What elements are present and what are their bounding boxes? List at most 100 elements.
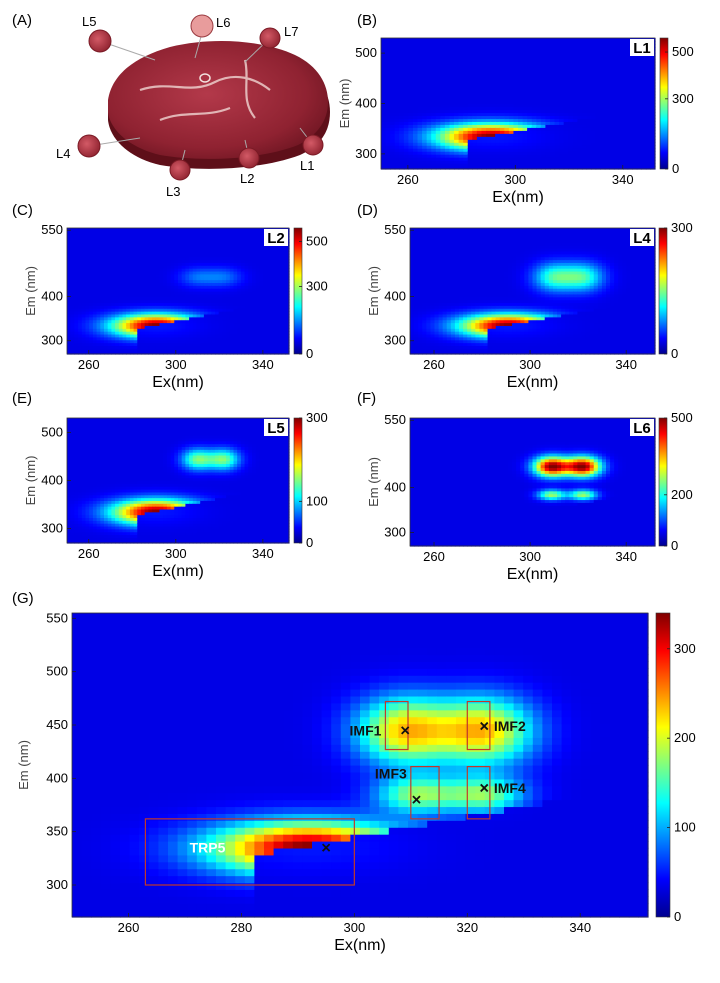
heatmap-cell <box>490 145 496 149</box>
photo-label-l2: L2 <box>240 171 254 186</box>
heatmap-cell <box>463 58 469 63</box>
heatmap-cell <box>381 97 387 102</box>
heatmap-cell <box>486 94 492 99</box>
heatmap-cell <box>417 70 423 75</box>
heatmap-cell <box>417 133 423 137</box>
heatmap-cell <box>595 157 601 161</box>
heatmap-cell <box>440 94 446 99</box>
heatmap-cell <box>385 130 391 134</box>
heatmap-cell <box>412 103 419 108</box>
heatmap-cell <box>513 163 519 167</box>
heatmap-cell <box>476 97 483 102</box>
heatmap-cell <box>440 52 446 57</box>
heatmap-cell <box>118 228 124 232</box>
heatmap-cell <box>581 43 588 48</box>
heatmap-cell <box>381 112 387 117</box>
heatmap-cell <box>572 88 578 93</box>
heatmap-cell <box>449 38 455 42</box>
heatmap-cell <box>572 94 578 99</box>
heatmap-cell <box>385 38 391 42</box>
heatmap-cell <box>586 91 592 96</box>
heatmap-cell <box>403 91 409 96</box>
heatmap-cell <box>499 85 505 90</box>
heatmap-cell <box>604 85 610 90</box>
heatmap-cell <box>527 109 533 114</box>
heatmap-cell <box>563 163 569 167</box>
heatmap-cell <box>549 49 556 54</box>
heatmap-cell <box>609 136 615 140</box>
heatmap-cell <box>527 154 533 158</box>
heatmap-cell <box>458 160 464 164</box>
heatmap-cell <box>454 103 460 108</box>
heatmap-cell <box>563 82 569 87</box>
heatmap-cell <box>449 157 455 161</box>
heatmap-cell <box>581 64 588 69</box>
heatmap-cell <box>572 112 578 117</box>
heatmap-cell <box>513 166 519 170</box>
heatmap-cell <box>431 73 437 78</box>
heatmap-cell <box>431 142 437 146</box>
panel-label-d: (D) <box>357 202 378 219</box>
heatmap-cell <box>486 55 492 60</box>
heatmap-cell <box>572 130 578 134</box>
heatmap-cell <box>508 133 515 137</box>
heatmap-cell <box>572 157 578 161</box>
heatmap-cell <box>385 160 391 164</box>
heatmap-cell <box>426 82 432 87</box>
heatmap-cell <box>563 109 569 114</box>
heatmap-cell <box>609 52 615 57</box>
heatmap-cell <box>422 85 428 90</box>
heatmap-cell <box>476 133 483 137</box>
heatmap-cell <box>467 55 473 60</box>
heatmap-cell <box>412 157 419 161</box>
heatmap-cell <box>394 100 400 105</box>
heatmap-cell <box>568 91 574 96</box>
heatmap-cell <box>399 133 405 137</box>
heatmap-cell <box>581 85 588 90</box>
heatmap-cell <box>586 115 592 119</box>
heatmap-cell <box>613 109 620 114</box>
heatmap-cell <box>435 133 441 137</box>
heatmap-cell <box>591 38 597 42</box>
heatmap-cell <box>499 115 505 119</box>
heatmap-cell <box>490 130 496 134</box>
heatmap-cell <box>481 145 487 149</box>
heatmap-cell <box>554 115 560 119</box>
heatmap-cell <box>385 112 391 117</box>
heatmap-cell <box>508 100 515 105</box>
heatmap-cell <box>440 91 446 96</box>
heatmap-cell <box>577 70 583 75</box>
heatmap-cell <box>577 154 583 158</box>
heatmap-cell <box>591 154 597 158</box>
heatmap-cell <box>408 97 414 102</box>
heatmap-cell <box>417 127 423 131</box>
heatmap-cell <box>545 79 551 84</box>
heatmap-cell <box>604 49 610 54</box>
heatmap-cell <box>527 82 533 87</box>
heatmap-cell <box>508 160 515 164</box>
heatmap-cell <box>613 124 620 128</box>
heatmap-cell <box>554 154 560 158</box>
heatmap-cell <box>618 139 624 143</box>
heatmap-cell <box>600 130 606 134</box>
heatmap-cell <box>233 228 238 232</box>
heatmap-cell <box>458 82 464 87</box>
heatmap-cell <box>426 73 432 78</box>
heatmap-cell <box>476 124 483 128</box>
heatmap-cell <box>426 64 432 69</box>
heatmap-cell <box>422 82 428 87</box>
heatmap-cell <box>604 67 610 72</box>
heatmap-cell <box>540 43 546 48</box>
x-axis-label: Ex(nm) <box>492 189 544 206</box>
heatmap-cell <box>600 103 606 108</box>
heatmap-cell <box>513 52 519 57</box>
heatmap-cell <box>572 43 578 48</box>
heatmap-cell <box>431 109 437 114</box>
heatmap-cell <box>394 61 400 66</box>
heatmap-cell <box>513 49 519 54</box>
heatmap-cell <box>540 154 546 158</box>
heatmap-cell <box>586 136 592 140</box>
heatmap-cell <box>513 76 519 81</box>
heatmap-cell <box>591 43 597 48</box>
heatmap-cell <box>399 38 405 42</box>
